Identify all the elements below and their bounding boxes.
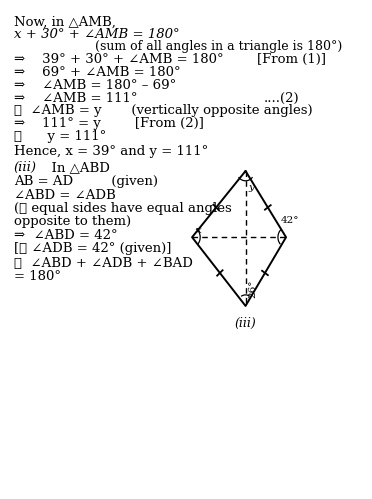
- Text: ⇒    39° + 30° + ∠AMB = 180°: ⇒ 39° + 30° + ∠AMB = 180°: [14, 53, 224, 66]
- Text: y: y: [248, 183, 254, 192]
- Text: 26°: 26°: [248, 280, 257, 298]
- Text: (∴ equal sides have equal angles: (∴ equal sides have equal angles: [14, 203, 232, 216]
- Text: Hence, x = 39° and y = 111°: Hence, x = 39° and y = 111°: [14, 145, 208, 158]
- Text: (iii): (iii): [14, 161, 37, 174]
- Text: x: x: [196, 226, 202, 235]
- Text: AB = AD         (given): AB = AD (given): [14, 175, 158, 188]
- Text: x + 30° + ∠AMB = 180°: x + 30° + ∠AMB = 180°: [14, 28, 180, 41]
- Text: ⇒    ∠AMB = 111°: ⇒ ∠AMB = 111°: [14, 91, 137, 104]
- Text: opposite to them): opposite to them): [14, 215, 131, 228]
- Text: ⇒    69° + ∠AMB = 180°: ⇒ 69° + ∠AMB = 180°: [14, 66, 180, 79]
- Text: 42°: 42°: [280, 217, 299, 226]
- Text: [∴ ∠ADB = 42° (given)]: [∴ ∠ADB = 42° (given)]: [14, 242, 171, 254]
- Text: (iii): (iii): [235, 317, 256, 330]
- Text: In △ABD: In △ABD: [43, 161, 110, 174]
- Text: ∴      y = 111°: ∴ y = 111°: [14, 130, 106, 143]
- Text: = 180°: = 180°: [14, 269, 61, 282]
- Text: ∴  ∠ABD + ∠ADB + ∠BAD: ∴ ∠ABD + ∠ADB + ∠BAD: [14, 257, 193, 270]
- Text: [From (1)]: [From (1)]: [257, 53, 326, 66]
- Text: (sum of all angles in a triangle is 180°): (sum of all angles in a triangle is 180°…: [95, 40, 342, 53]
- Text: ∴  ∠AMB = y       (vertically opposite angles): ∴ ∠AMB = y (vertically opposite angles): [14, 104, 312, 117]
- Text: ∠ABD = ∠ADB: ∠ABD = ∠ADB: [14, 189, 116, 202]
- Text: ....(2): ....(2): [263, 91, 299, 104]
- Text: ⇒    111° = y        [From (2)]: ⇒ 111° = y [From (2)]: [14, 117, 204, 130]
- Text: Now, in △AMB,: Now, in △AMB,: [14, 15, 116, 28]
- Text: ⇒    ∠AMB = 180° – 69°: ⇒ ∠AMB = 180° – 69°: [14, 79, 176, 92]
- Text: ⇒  ∠ABD = 42°: ⇒ ∠ABD = 42°: [14, 229, 118, 242]
